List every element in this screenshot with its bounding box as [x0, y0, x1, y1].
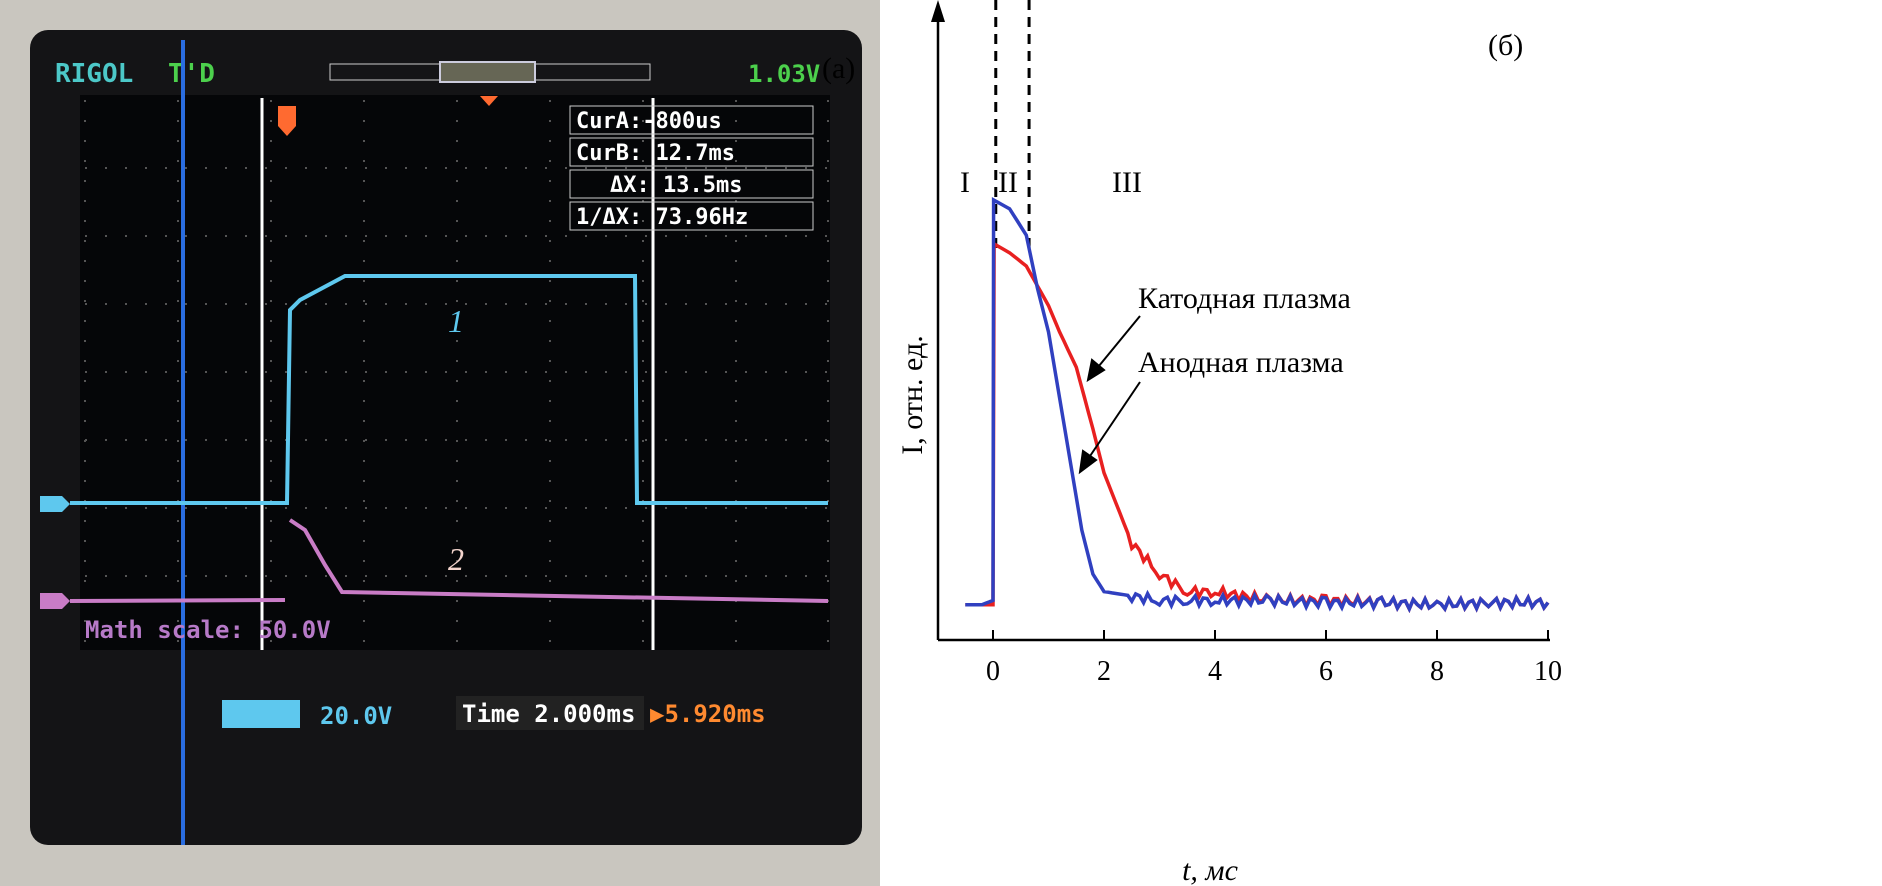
trigger-status: T'D	[168, 59, 215, 89]
cursor-b-value: CurB: 12.7ms	[576, 141, 735, 166]
annotation-anode-plasma: Анодная плазма	[1138, 346, 1344, 379]
series-line	[965, 197, 1550, 614]
arrow-cathode-head-icon	[1086, 358, 1106, 383]
plasma-current-chart: 0 2 4 6 8 10 t, мс I, отн. ед. I II III (б) К…	[896, 0, 1562, 886]
axes	[931, 0, 1550, 642]
time-base: Time 2.000ms	[462, 700, 635, 728]
region-label-ii: II	[998, 166, 1018, 199]
x-axis-label: t, мс	[1182, 854, 1238, 886]
arrow-cathode	[1093, 315, 1141, 373]
ch1-marker-icon	[40, 496, 70, 512]
math-marker-icon	[40, 593, 70, 609]
x-tick-label: 0	[986, 656, 1000, 687]
x-tick-label: 6	[1319, 656, 1333, 687]
inverse-delta-x-value: 1/ΔX: 73.96Hz	[576, 205, 748, 230]
cursor-a-value: CurA:-800us	[576, 109, 722, 134]
region-label-i: I	[960, 166, 970, 199]
trigger-position-icon	[278, 106, 296, 136]
x-tick-label: 2	[1097, 656, 1111, 687]
ch1-scale: 20.0V	[320, 702, 392, 730]
cursor-readout: CurA:-800us CurB: 12.7ms ΔX: 13.5ms 1/ΔX…	[569, 105, 814, 231]
ch1-trace	[70, 274, 828, 505]
region-label-iii: III	[1112, 166, 1142, 199]
annotation-cathode-plasma: Катодная плазма	[1138, 282, 1351, 315]
memory-window	[439, 61, 536, 83]
trigger-level: 1.03V	[748, 60, 820, 88]
oscilloscope-photo: RIGOL T'D 1.03V (а) CurA:-800us CurB: 12…	[0, 0, 880, 886]
y-axis-label: I, отн. ед.	[896, 335, 929, 454]
arrow-anode	[1085, 381, 1141, 463]
arrow-anode-head-icon	[1078, 449, 1098, 475]
math-trace-pulse	[288, 518, 829, 603]
panel-b-label: (б)	[1488, 29, 1523, 62]
y-axis-arrow-icon	[931, 0, 945, 22]
ch1-badge	[222, 700, 300, 728]
trace-label-1: 1	[448, 303, 464, 339]
x-tick-label: 10	[1534, 656, 1562, 687]
annotation-arrows	[1078, 315, 1141, 475]
x-tick-label: 8	[1430, 656, 1444, 687]
trigger-offset: ▶5.920ms	[650, 700, 766, 728]
x-tick-label: 4	[1208, 656, 1222, 687]
panel-a-label: (а)	[822, 52, 855, 85]
brand-label: RIGOL	[55, 59, 133, 89]
delta-x-value: ΔX: 13.5ms	[610, 173, 742, 198]
math-trace	[69, 598, 286, 603]
math-scale: Math scale: 50.0V	[85, 616, 331, 644]
trace-label-2: 2	[448, 541, 464, 577]
trigger-marker-icon	[480, 96, 498, 106]
